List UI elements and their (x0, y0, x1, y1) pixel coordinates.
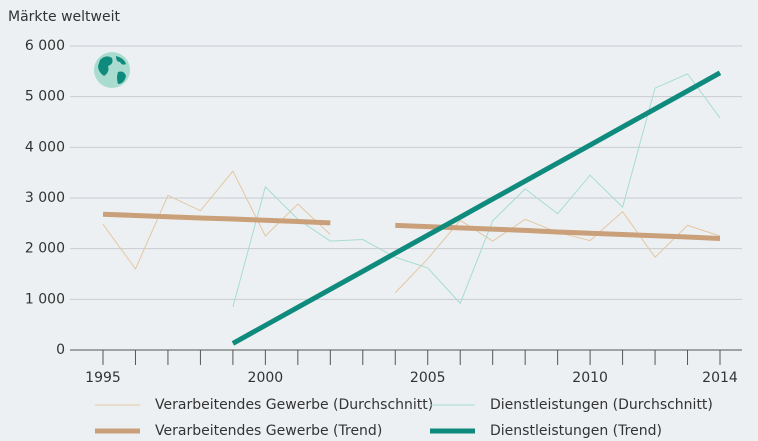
x-tick-label: 2000 (248, 370, 284, 386)
x-tick-label: 2014 (702, 370, 738, 386)
y-tick-label: 5 000 (25, 89, 65, 105)
globe-icon (94, 52, 130, 88)
y-tick-label: 2 000 (25, 241, 65, 257)
series-line (232, 73, 721, 308)
legend-label: Dienstleistungen (Durchschnitt) (490, 397, 713, 413)
x-tick-label: 2010 (572, 370, 608, 386)
y-tick-label: 6 000 (25, 38, 65, 54)
x-tick-label: 1995 (85, 370, 121, 386)
y-tick-label: 1 000 (25, 291, 65, 307)
legend-label: Dienstleistungen (Trend) (490, 423, 662, 439)
y-tick-label: 0 (56, 342, 65, 358)
chart-title: Märkte weltweit (8, 9, 120, 25)
legend-label: Verarbeitendes Gewerbe (Durchschnitt) (155, 397, 433, 413)
series-line (231, 70, 722, 346)
x-tick-label: 2005 (410, 370, 446, 386)
y-tick-label: 3 000 (25, 190, 65, 206)
series-line (102, 211, 721, 242)
y-tick-label: 4 000 (25, 139, 65, 155)
legend-label: Verarbeitendes Gewerbe (Trend) (155, 423, 382, 439)
